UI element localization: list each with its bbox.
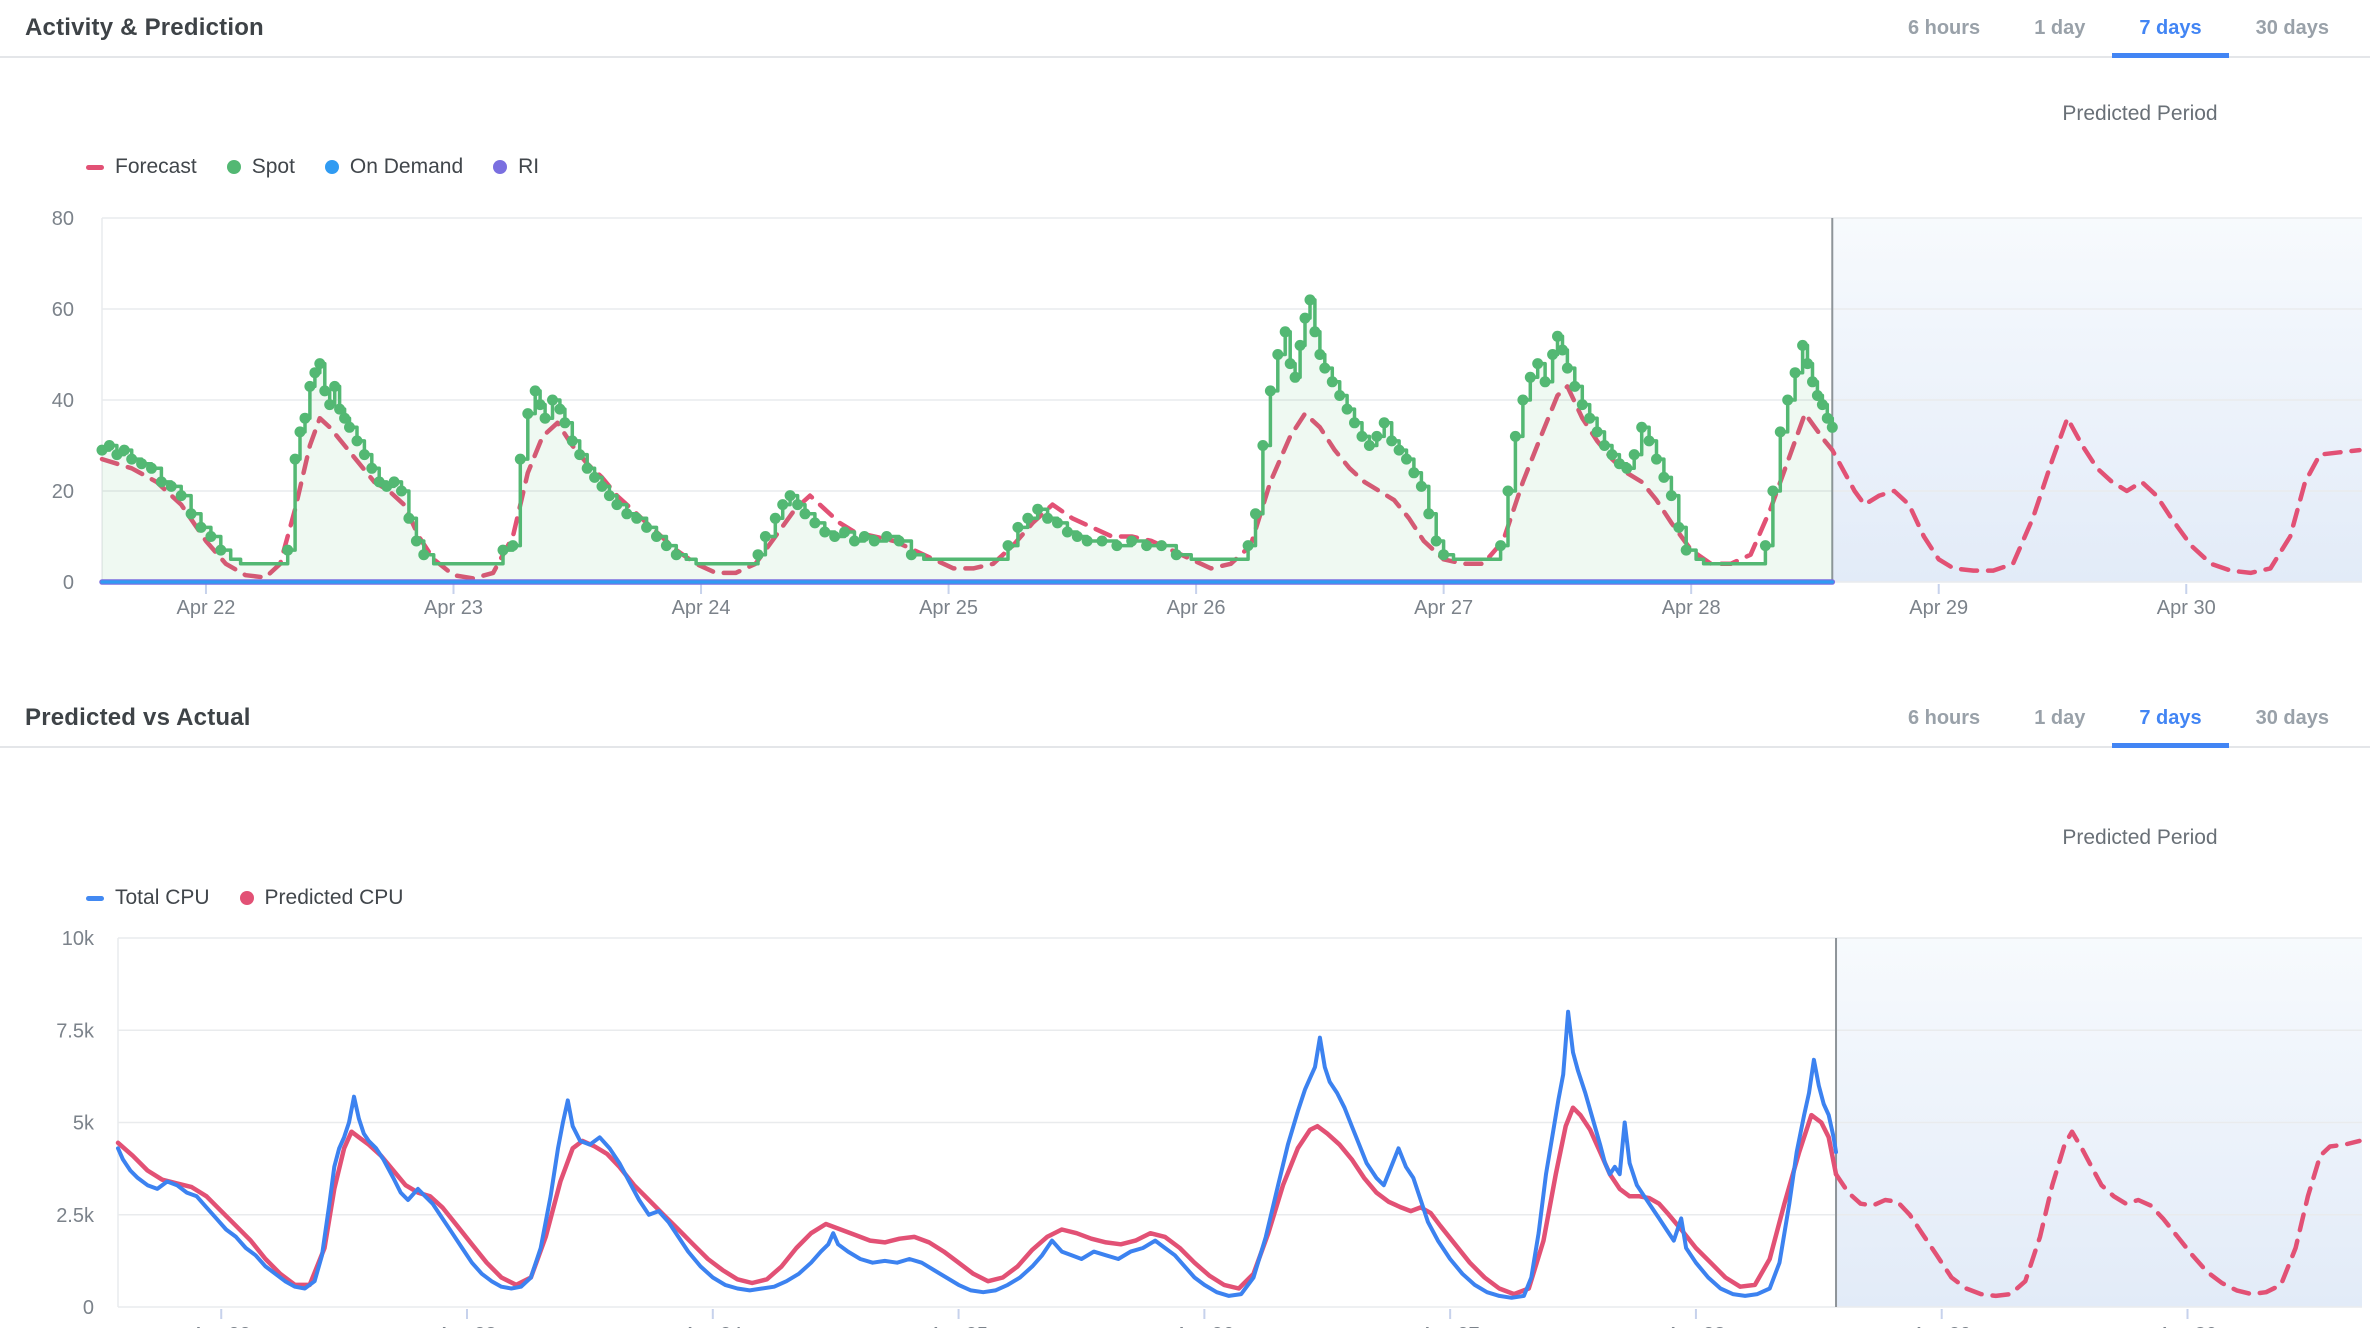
legend-item-on-demand[interactable]: On Demand [324, 155, 464, 179]
tab-6-hours[interactable]: 6 hours [1907, 706, 1981, 729]
legend-item-predicted-cpu[interactable]: Predicted CPU [239, 886, 404, 910]
time-range-tabs: 6 hours 1 day 7 days 30 days [1881, 0, 2356, 58]
y-axis-tick-label: 2.5k [56, 1205, 95, 1227]
spot-markers [96, 294, 1838, 561]
x-axis-tick-label: Apr 27 [1421, 1324, 1480, 1328]
predicted-cpu-forecast-line [1833, 1129, 2362, 1299]
y-axis-tick-label: 40 [52, 390, 74, 412]
activity-prediction-panel: 0 20 40 60 80 Apr 22 Apr 23 Apr 24 Apr 25 Apr 26 A… [0, 0, 2370, 660]
x-axis-tick-label: Apr 28 [1666, 1324, 1725, 1328]
legend-item-label: Predicted CPU [264, 886, 404, 909]
x-axis-tick-label: Apr 24 [672, 597, 731, 619]
y-axis-tick-label: 7.5k [56, 1020, 95, 1042]
predicted-cpu-line [115, 1105, 1839, 1297]
y-axis-tick-label: 10k [62, 928, 95, 950]
y-axis-tick-label: 80 [52, 208, 74, 230]
chart-legend: Total CPU Predicted CPU [86, 886, 403, 910]
legend-item-total-cpu[interactable]: Total CPU [86, 886, 210, 910]
x-axis: Apr 22 Apr 23 Apr 24 Apr 25 Apr 26 Apr 27 Apr … [176, 584, 2216, 619]
on-demand-legend-dot-icon [324, 160, 339, 174]
x-axis-tick-label: Apr 27 [1414, 597, 1473, 619]
tab-30-days[interactable]: 30 days [2255, 706, 2329, 729]
total-cpu-line [116, 1009, 1838, 1300]
page-title: Predicted vs Actual [25, 704, 251, 731]
chart-legend: Forecast Spot On Demand RI [86, 155, 539, 179]
legend-item-label: On Demand [349, 155, 464, 178]
x-axis-tick-label: Apr 23 [438, 1324, 497, 1328]
x-axis-tick-label: Apr 24 [683, 1324, 742, 1328]
x-axis-tick-label: Apr 28 [1662, 597, 1721, 619]
x-axis-tick-label: Apr 26 [1175, 1324, 1234, 1328]
y-axis-tick-label: 0 [83, 1297, 94, 1319]
predicted-period-label: Predicted Period [2062, 826, 2218, 849]
x-axis-tick-label: Apr 29 [1909, 597, 1968, 619]
tab-30-days[interactable]: 30 days [2255, 16, 2329, 39]
y-axis-tick-label: 20 [52, 481, 74, 503]
spot-legend-dot-icon [226, 160, 241, 174]
y-axis-tick-label: 0 [63, 572, 74, 594]
x-axis-tick-label: Apr 30 [2158, 1324, 2217, 1328]
tab-1-day[interactable]: 1 day [2034, 706, 2086, 729]
forecast-legend-dash-icon [86, 164, 104, 170]
legend-item-spot[interactable]: Spot [226, 155, 295, 179]
tab-7-days[interactable]: 7 days [2112, 0, 2229, 58]
time-range-tabs: 6 hours 1 day 7 days 30 days [1881, 690, 2356, 748]
gridlines: 0 20 40 60 80 [52, 208, 2362, 594]
x-axis-tick-label: Apr 22 [192, 1324, 251, 1328]
gridlines: 0 2.5k 5k 7.5k 10k [56, 928, 2362, 1319]
x-axis-tick-label: Apr 29 [1912, 1324, 1971, 1328]
legend-item-ri[interactable]: RI [493, 155, 539, 179]
total-cpu-legend-dash-icon [86, 895, 104, 901]
x-axis-tick-label: Apr 30 [2157, 597, 2216, 619]
ri-legend-dot-icon [493, 160, 508, 174]
legend-item-label: Total CPU [115, 886, 210, 909]
legend-item-forecast[interactable]: Forecast [86, 155, 197, 179]
panel-header: Activity & Prediction 6 hours 1 day 7 days… [0, 0, 2370, 58]
y-axis-tick-label: 5k [73, 1113, 95, 1135]
panel-header: Predicted vs Actual 6 hours 1 day 7 days 30… [0, 690, 2370, 748]
page-title: Activity & Prediction [25, 14, 264, 41]
x-axis-tick-label: Apr 22 [176, 597, 235, 619]
spot-area-fill [102, 299, 1833, 582]
legend-item-label: Spot [251, 155, 295, 178]
forecast-line [99, 384, 2362, 581]
predicted-period-label: Predicted Period [2062, 102, 2218, 125]
x-axis-tick-label: Apr 26 [1167, 597, 1226, 619]
x-axis-tick-label: Apr 25 [919, 597, 978, 619]
legend-item-label: RI [518, 155, 540, 178]
predicted-cpu-legend-dot-icon [239, 891, 254, 905]
legend-item-label: Forecast [115, 155, 197, 178]
x-axis-tick-label: Apr 23 [424, 597, 483, 619]
x-axis-tick-label: Apr 25 [929, 1324, 988, 1328]
tab-7-days[interactable]: 7 days [2112, 690, 2229, 748]
tab-1-day[interactable]: 1 day [2034, 16, 2086, 39]
x-axis: Apr 22 Apr 23 Apr 24 Apr 25 Apr 26 Apr 27 Apr … [192, 1309, 2217, 1328]
y-axis-tick-label: 60 [52, 299, 74, 321]
tab-6-hours[interactable]: 6 hours [1907, 16, 1981, 39]
